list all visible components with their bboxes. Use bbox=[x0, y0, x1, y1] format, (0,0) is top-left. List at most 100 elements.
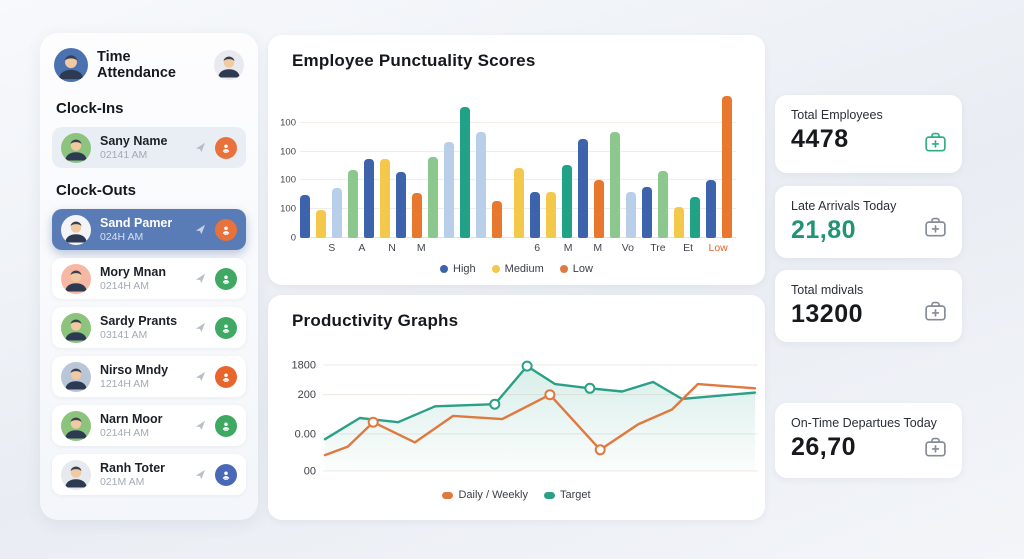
legend-item: Target bbox=[543, 489, 591, 501]
y-axis-tick: 100 bbox=[280, 146, 296, 158]
employee-avatar bbox=[61, 263, 91, 294]
employee-info: Ranh Toter 021M AM bbox=[100, 461, 186, 489]
y-axis-tick: 200 bbox=[298, 389, 316, 401]
employee-avatar bbox=[61, 312, 91, 343]
clock-time: 0214H AM bbox=[100, 280, 150, 293]
bar bbox=[380, 158, 390, 238]
stat-label: Total Employees bbox=[791, 108, 883, 122]
x-axis-tick: Et bbox=[683, 242, 693, 254]
stat-label: On-Time Departues Today bbox=[791, 416, 937, 430]
employee-info: Sardy Prants 03141 AM bbox=[100, 314, 186, 342]
y-axis-tick: 00 bbox=[304, 466, 316, 478]
clock-out-row[interactable]: Sardy Prants 03141 AM bbox=[52, 307, 246, 348]
stat-label: Late Arrivals Today bbox=[791, 199, 897, 213]
bar bbox=[674, 206, 684, 238]
bar bbox=[444, 142, 454, 238]
employee-name: Nirso Mndy bbox=[100, 362, 169, 377]
data-point-marker bbox=[584, 382, 596, 394]
y-axis-tick: 0 bbox=[290, 232, 296, 244]
data-point-marker bbox=[594, 444, 606, 456]
bar bbox=[610, 132, 620, 238]
send-icon bbox=[195, 273, 206, 284]
employee-avatar bbox=[61, 410, 91, 441]
bar bbox=[690, 196, 700, 238]
bar bbox=[348, 170, 358, 238]
legend-item: Low bbox=[559, 263, 593, 275]
bar bbox=[626, 191, 636, 238]
bar bbox=[492, 201, 502, 238]
data-point-marker bbox=[544, 389, 556, 401]
area-fill bbox=[325, 366, 755, 471]
bar bbox=[316, 210, 326, 238]
legend-dot bbox=[491, 265, 500, 273]
x-axis-tick: Tre bbox=[650, 242, 666, 254]
y-axis-tick: 100 bbox=[280, 203, 296, 215]
bar bbox=[562, 165, 572, 238]
app-avatar[interactable] bbox=[54, 48, 88, 82]
stat-card: Total mdivals 13200 bbox=[775, 270, 962, 342]
bar bbox=[412, 193, 422, 238]
employee-info: Sand Pamer 024H AM bbox=[100, 216, 186, 244]
clock-out-row[interactable]: Sand Pamer 024H AM bbox=[52, 209, 246, 250]
employee-avatar bbox=[61, 361, 91, 392]
bar bbox=[476, 132, 486, 238]
employee-info: Sany Name 02141 AM bbox=[100, 134, 186, 162]
bar bbox=[364, 158, 374, 238]
y-axis-tick: 0.00 bbox=[295, 428, 316, 440]
status-badge bbox=[215, 136, 237, 159]
stat-card: On-Time Departues Today 26,70 bbox=[775, 403, 962, 478]
y-axis-tick: 100 bbox=[280, 174, 296, 186]
bar bbox=[428, 157, 438, 238]
bar bbox=[578, 138, 588, 238]
stat-value: 4478 bbox=[791, 125, 849, 153]
productivity-card: Productivity Graphs 1800 200 0.00 00 Daily … bbox=[268, 295, 765, 520]
briefcase-icon bbox=[923, 129, 948, 159]
stat-value: 21,80 bbox=[791, 216, 857, 244]
x-axis-tick: S bbox=[328, 242, 336, 254]
x-axis-tick: Low bbox=[708, 242, 728, 254]
clock-time: 0214H AM bbox=[100, 427, 150, 440]
employee-name: Sany Name bbox=[100, 133, 168, 148]
data-point-marker bbox=[489, 398, 501, 410]
employee-name: Sardy Prants bbox=[100, 313, 178, 328]
clock-ins-list: Sany Name 02141 AM bbox=[52, 127, 246, 168]
status-badge bbox=[215, 463, 237, 486]
briefcase-icon bbox=[923, 434, 948, 464]
x-axis-tick: Vo bbox=[621, 242, 634, 254]
status-badge bbox=[215, 267, 237, 290]
clock-in-row[interactable]: Sany Name 02141 AM bbox=[52, 127, 246, 168]
clock-time: 021M AM bbox=[100, 476, 145, 489]
bar bbox=[332, 188, 342, 238]
status-badge bbox=[215, 218, 237, 241]
clock-out-row[interactable]: Mory Mnan 0214H AM bbox=[52, 258, 246, 299]
clock-time: 1214H AM bbox=[100, 378, 150, 391]
legend-item: Daily / Weekly bbox=[442, 489, 528, 501]
clock-out-row[interactable]: Nirso Mndy 1214H AM bbox=[52, 356, 246, 397]
user-avatar[interactable] bbox=[214, 50, 244, 80]
stat-label: Total mdivals bbox=[791, 283, 864, 297]
x-axis-tick: M bbox=[563, 242, 573, 254]
bar bbox=[722, 96, 732, 238]
y-axis-tick: 1800 bbox=[292, 360, 316, 372]
series-line bbox=[323, 382, 757, 457]
employee-name: Narn Moor bbox=[100, 411, 163, 426]
productivity-title: Productivity Graphs bbox=[292, 311, 459, 330]
employee-info: Narn Moor 0214H AM bbox=[100, 412, 186, 440]
clock-out-row[interactable]: Narn Moor 0214H AM bbox=[52, 405, 246, 446]
clock-outs-list: Sand Pamer 024H AM Mory Mnan 0214H AM Sa bbox=[52, 209, 246, 495]
punctuality-bar-chart bbox=[300, 94, 736, 238]
x-axis-tick: A bbox=[358, 242, 366, 254]
legend-pill bbox=[442, 491, 454, 499]
clock-out-row[interactable]: Ranh Toter 021M AM bbox=[52, 454, 246, 495]
clock-outs-heading: Clock-Outs bbox=[56, 182, 137, 199]
gridline bbox=[300, 150, 736, 152]
line-legend: Daily / Weekly Target bbox=[268, 489, 765, 501]
employee-avatar bbox=[61, 214, 91, 245]
clock-time: 02141 AM bbox=[100, 149, 148, 162]
employee-avatar bbox=[61, 459, 91, 490]
briefcase-icon bbox=[923, 298, 948, 328]
clock-time: 024H AM bbox=[100, 231, 144, 244]
data-point-marker bbox=[521, 360, 533, 372]
data-point-marker bbox=[367, 416, 379, 428]
bar bbox=[460, 106, 470, 238]
